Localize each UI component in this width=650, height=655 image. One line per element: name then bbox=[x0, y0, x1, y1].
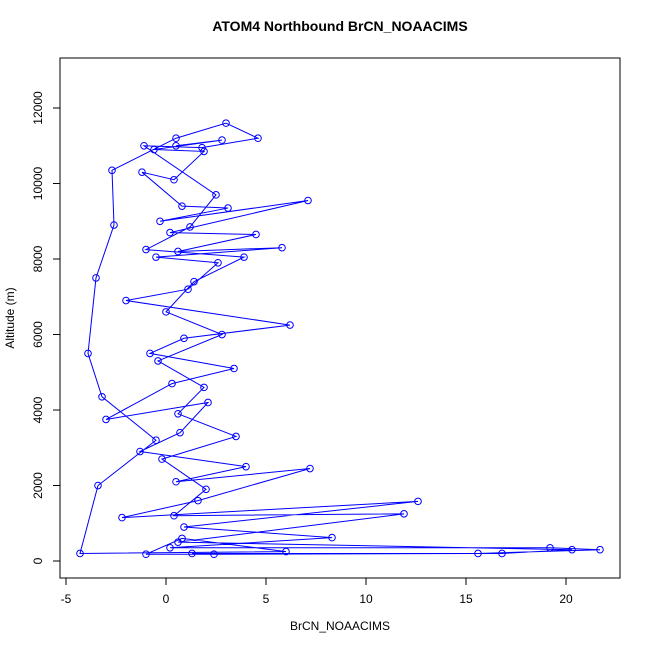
data-point bbox=[568, 545, 576, 554]
data-point bbox=[108, 166, 116, 175]
data-point bbox=[252, 230, 260, 239]
data-point bbox=[474, 549, 482, 558]
data-point bbox=[188, 549, 196, 558]
data-point bbox=[142, 550, 150, 559]
data-point bbox=[138, 168, 146, 176]
x-tick-label: -5 bbox=[61, 592, 72, 606]
x-tick-label: 10 bbox=[359, 592, 373, 606]
data-line bbox=[79, 122, 601, 555]
data-point bbox=[240, 253, 248, 261]
data-point bbox=[306, 464, 314, 473]
data-point bbox=[328, 533, 336, 542]
y-tick-label: 12000 bbox=[31, 91, 45, 125]
data-point bbox=[596, 545, 604, 554]
data-point bbox=[194, 496, 202, 505]
data-point bbox=[180, 523, 188, 531]
data-point bbox=[92, 274, 100, 282]
data-point bbox=[174, 409, 182, 418]
x-tick-label: 0 bbox=[163, 592, 170, 606]
data-point bbox=[198, 143, 206, 152]
data-point bbox=[172, 477, 180, 486]
data-point bbox=[136, 447, 144, 456]
data-point bbox=[152, 436, 160, 445]
data-point bbox=[204, 398, 212, 407]
data-point bbox=[232, 432, 240, 441]
data-point bbox=[190, 277, 198, 286]
y-tick-label: 2000 bbox=[31, 472, 45, 499]
data-point bbox=[230, 364, 238, 373]
data-point bbox=[118, 513, 126, 522]
data-point bbox=[168, 379, 176, 388]
data-point bbox=[498, 549, 506, 558]
data-point bbox=[546, 544, 554, 552]
data-point bbox=[286, 321, 294, 329]
data-point bbox=[200, 383, 208, 392]
data-point bbox=[214, 258, 222, 267]
data-point bbox=[414, 497, 422, 506]
data-point bbox=[170, 175, 178, 184]
x-tick-label: 15 bbox=[459, 592, 473, 606]
data-point bbox=[76, 549, 84, 558]
data-point bbox=[102, 415, 110, 424]
data-point bbox=[278, 243, 286, 252]
data-point bbox=[140, 141, 148, 150]
data-point bbox=[400, 510, 408, 518]
data-point bbox=[184, 285, 192, 294]
y-tick-label: 8000 bbox=[31, 245, 45, 272]
data-point bbox=[186, 223, 194, 231]
y-tick-label: 4000 bbox=[31, 396, 45, 423]
data-point bbox=[154, 357, 162, 365]
data-point bbox=[218, 330, 226, 339]
data-point bbox=[110, 221, 118, 229]
data-point bbox=[166, 544, 174, 552]
data-point bbox=[150, 145, 158, 154]
data-point bbox=[180, 334, 188, 343]
data-point bbox=[170, 511, 178, 520]
x-tick-label: 20 bbox=[559, 592, 573, 606]
y-axis-label: Altitude (m) bbox=[3, 287, 17, 348]
data-point bbox=[162, 308, 170, 316]
y-tick-label: 6000 bbox=[31, 321, 45, 348]
data-point bbox=[156, 217, 164, 226]
data-point bbox=[174, 538, 182, 546]
data-point bbox=[174, 247, 182, 256]
x-tick-label: 5 bbox=[263, 592, 270, 606]
data-point bbox=[146, 349, 154, 358]
chart-title: ATOM4 Northbound BrCN_NOAACIMS bbox=[212, 18, 467, 34]
y-tick-label: 10000 bbox=[31, 167, 45, 201]
data-point bbox=[178, 202, 186, 210]
data-point bbox=[178, 534, 186, 543]
data-point bbox=[152, 253, 160, 261]
data-point bbox=[172, 141, 180, 150]
data-point bbox=[254, 134, 262, 143]
data-point bbox=[282, 547, 290, 556]
data-point bbox=[122, 296, 130, 305]
data-point bbox=[212, 191, 220, 199]
data-point bbox=[98, 393, 106, 401]
x-axis-label: BrCN_NOAACIMS bbox=[290, 619, 390, 633]
data-point bbox=[224, 204, 232, 212]
data-point bbox=[166, 228, 174, 237]
data-point bbox=[242, 462, 250, 471]
data-point bbox=[84, 349, 92, 358]
data-point bbox=[210, 550, 218, 559]
y-tick-label: 0 bbox=[31, 557, 45, 564]
data-point bbox=[158, 455, 166, 463]
data-point bbox=[202, 485, 210, 494]
data-point bbox=[222, 119, 230, 127]
data-point bbox=[304, 196, 312, 205]
data-point bbox=[176, 428, 184, 437]
data-point bbox=[218, 136, 226, 144]
data-point bbox=[172, 134, 180, 143]
data-point bbox=[94, 481, 102, 490]
data-point bbox=[200, 147, 208, 156]
data-point bbox=[142, 245, 150, 254]
